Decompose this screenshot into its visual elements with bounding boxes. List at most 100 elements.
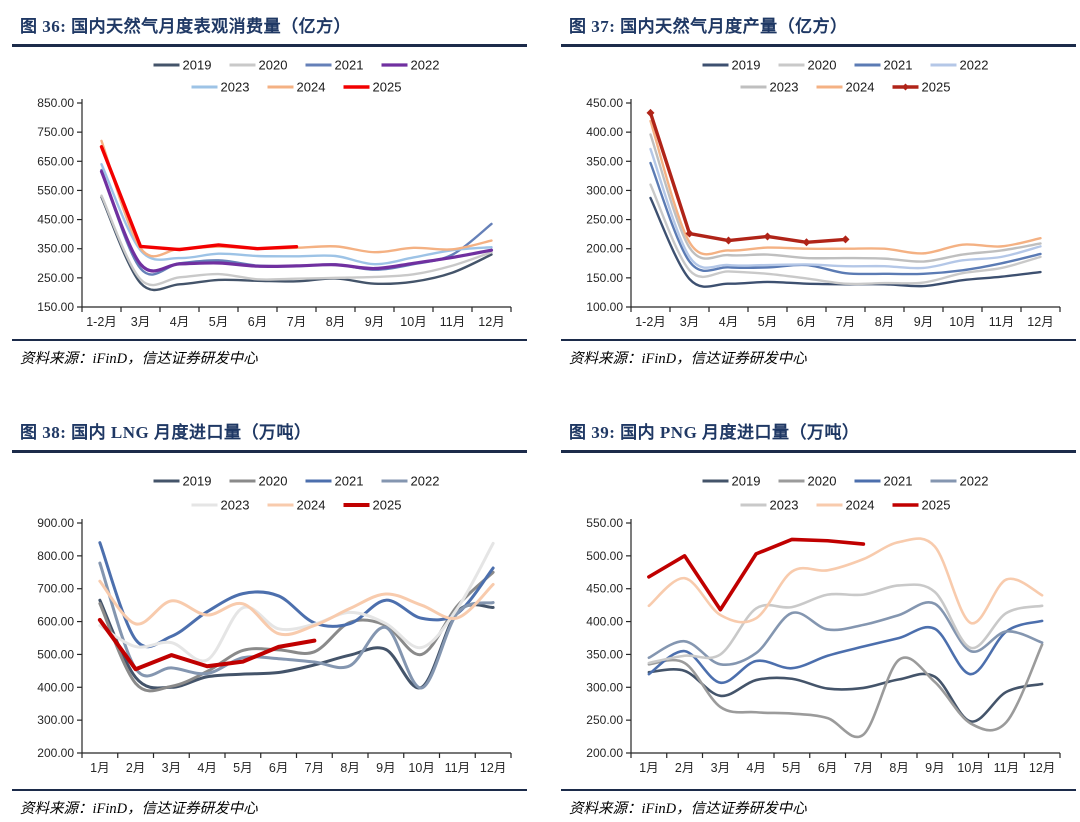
x-tick-label: 10月 bbox=[400, 315, 426, 329]
x-tick-label: 8月 bbox=[326, 315, 345, 329]
line-chart-fig39: 200.00 250.00 300.00 350.00 400.00 450.00 500.… bbox=[586, 474, 1061, 775]
legend-label-2024: 2024 bbox=[846, 80, 875, 95]
legend-label-2023: 2023 bbox=[770, 498, 799, 513]
chart-title-fig38: 图 38: 国内 LNG 月度进口量（万吨） bbox=[12, 412, 527, 453]
legend-label-2020: 2020 bbox=[808, 474, 837, 489]
legend-label-2022: 2022 bbox=[411, 474, 440, 489]
y-tick-label: 100.00 bbox=[586, 300, 623, 314]
series-line-2020 bbox=[649, 183, 1042, 286]
legend-label-2024: 2024 bbox=[846, 498, 875, 513]
x-tick-label: 10月 bbox=[957, 761, 983, 775]
y-tick-label: 150.00 bbox=[37, 300, 74, 314]
x-tick-label: 6月 bbox=[818, 761, 837, 775]
y-tick-label: 400.00 bbox=[586, 615, 623, 629]
x-tick-label: 3月 bbox=[711, 761, 730, 775]
series-marker-2025 bbox=[646, 108, 655, 117]
x-tick-label: 3月 bbox=[131, 315, 150, 329]
panel-fig37: 图 37: 国内天然气月度产量（亿方） 100.00 150.00 200.00 25… bbox=[561, 6, 1076, 372]
y-tick-label: 800.00 bbox=[37, 549, 74, 563]
y-tick-label: 650.00 bbox=[37, 154, 74, 168]
legend-label-2020: 2020 bbox=[808, 58, 837, 73]
y-tick-label: 350.00 bbox=[586, 647, 623, 661]
legend-label-2020: 2020 bbox=[259, 58, 288, 73]
y-tick-label: 200.00 bbox=[586, 746, 623, 760]
x-tick-label: 12月 bbox=[480, 761, 506, 775]
series-line-2021 bbox=[647, 619, 1044, 684]
series-line-2019 bbox=[100, 195, 493, 292]
x-tick-label: 6月 bbox=[797, 315, 816, 329]
y-tick-label: 850.00 bbox=[37, 96, 74, 110]
y-tick-label: 400.00 bbox=[586, 125, 623, 139]
x-tick-label: 8月 bbox=[340, 761, 359, 775]
legend-marker-2025 bbox=[902, 83, 909, 91]
y-tick-label: 350.00 bbox=[586, 154, 623, 168]
x-tick-label: 1月 bbox=[90, 761, 109, 775]
x-tick-label: 4月 bbox=[746, 761, 765, 775]
x-tick-label: 1-2月 bbox=[635, 315, 666, 329]
x-tick-label: 11月 bbox=[445, 761, 470, 775]
x-tick-label: 10月 bbox=[949, 315, 975, 329]
y-tick-label: 400.00 bbox=[37, 680, 74, 694]
legend-label-2025: 2025 bbox=[373, 80, 402, 95]
y-tick-label: 250.00 bbox=[586, 713, 623, 727]
series-line-2024 bbox=[100, 139, 493, 258]
series-marker-2025 bbox=[685, 229, 694, 238]
legend-label-2024: 2024 bbox=[297, 498, 326, 513]
series-line-2019 bbox=[647, 668, 1044, 723]
panel-fig36: 图 36: 国内天然气月度表观消费量（亿方） 150.00 250.00 350.0… bbox=[12, 6, 527, 372]
legend-label-2022: 2022 bbox=[960, 474, 989, 489]
y-tick-label: 700.00 bbox=[37, 582, 74, 596]
series-line-2023 bbox=[649, 133, 1042, 263]
x-tick-label: 11月 bbox=[989, 315, 1014, 329]
x-tick-label: 11月 bbox=[440, 315, 465, 329]
series-line-2025 bbox=[647, 537, 866, 612]
legend-label-2021: 2021 bbox=[884, 58, 913, 73]
legend-label-2025: 2025 bbox=[922, 498, 951, 513]
series-line-2023 bbox=[98, 541, 495, 663]
x-tick-label: 5月 bbox=[233, 761, 252, 775]
y-tick-label: 450.00 bbox=[586, 96, 623, 110]
x-tick-label: 4月 bbox=[719, 315, 738, 329]
series-line-2025 bbox=[97, 617, 317, 672]
legend-label-2022: 2022 bbox=[411, 58, 440, 73]
legend-label-2021: 2021 bbox=[335, 58, 364, 73]
x-tick-label: 1月 bbox=[639, 761, 658, 775]
x-tick-label: 11月 bbox=[994, 761, 1019, 775]
legend-label-2019: 2019 bbox=[732, 474, 761, 489]
x-tick-label: 3月 bbox=[680, 315, 699, 329]
x-tick-label: 7月 bbox=[305, 761, 324, 775]
x-tick-label: 8月 bbox=[889, 761, 908, 775]
x-tick-label: 9月 bbox=[914, 315, 933, 329]
series-line-2021 bbox=[649, 161, 1042, 276]
x-tick-label: 9月 bbox=[376, 761, 395, 775]
series-line-2025 bbox=[99, 145, 299, 252]
y-tick-label: 300.00 bbox=[586, 183, 623, 197]
series-line-2022 bbox=[647, 601, 1044, 667]
x-tick-label: 12月 bbox=[1027, 315, 1053, 329]
y-tick-label: 300.00 bbox=[586, 680, 623, 694]
source-note-fig36: 资料来源：iFinD，信达证券研发中心 bbox=[12, 339, 527, 372]
y-tick-label: 250.00 bbox=[586, 213, 623, 227]
legend-label-2019: 2019 bbox=[183, 58, 212, 73]
series-line-2024 bbox=[98, 579, 495, 637]
x-tick-label: 1-2月 bbox=[86, 315, 117, 329]
source-note-fig39: 资料来源：iFinD，信达证券研发中心 bbox=[561, 789, 1076, 822]
x-tick-label: 4月 bbox=[170, 315, 189, 329]
x-tick-label: 12月 bbox=[478, 315, 504, 329]
series-line-2023 bbox=[100, 163, 493, 266]
series-line-2025 bbox=[648, 111, 848, 245]
x-tick-label: 10月 bbox=[408, 761, 434, 775]
x-tick-label: 5月 bbox=[782, 761, 801, 775]
x-tick-label: 7月 bbox=[854, 761, 873, 775]
y-tick-label: 600.00 bbox=[37, 615, 74, 629]
series-line-2023 bbox=[647, 583, 1044, 665]
panel-fig39: 图 39: 国内 PNG 月度进口量（万吨） 200.00 250.00 300.0… bbox=[561, 412, 1076, 822]
line-chart-fig36: 150.00 250.00 350.00 450.00 550.00 650.00 750.… bbox=[37, 58, 512, 329]
x-tick-label: 7月 bbox=[287, 315, 306, 329]
y-tick-label: 750.00 bbox=[37, 125, 74, 139]
x-tick-label: 3月 bbox=[162, 761, 181, 775]
y-tick-label: 350.00 bbox=[37, 242, 74, 256]
y-tick-label: 450.00 bbox=[586, 582, 623, 596]
y-tick-label: 200.00 bbox=[37, 746, 74, 760]
